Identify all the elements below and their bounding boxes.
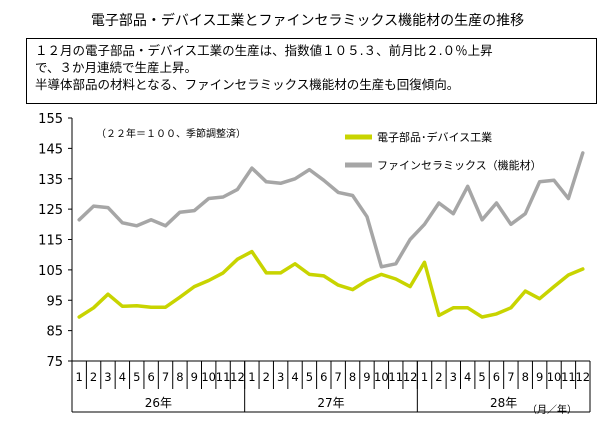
- x-tick-label: 8: [176, 370, 183, 384]
- x-tick-label: 1: [76, 370, 83, 384]
- series-line-ceramics: [77, 151, 585, 269]
- x-tick-label: 3: [277, 370, 284, 384]
- page-title: 電子部品・デバイス工業とファインセラミックス機能材の生産の推移: [90, 13, 525, 29]
- x-tick-label: 7: [507, 370, 514, 384]
- y-tick-label: 155: [38, 112, 63, 127]
- x-tick-label: 4: [291, 370, 298, 384]
- x-tick-label: 9: [191, 370, 198, 384]
- x-tick-label: 5: [306, 370, 313, 384]
- x-tick-label: 2: [90, 370, 97, 384]
- y-tick-label: 75: [46, 355, 63, 370]
- legend-label-electronics: 電子部品･デバイス工業: [377, 130, 492, 144]
- x-tick-label: 10: [201, 370, 216, 384]
- year-label: 28年: [490, 396, 517, 410]
- y-tick-label: 85: [46, 325, 63, 340]
- legend-label-ceramics: ファインセラミックス（機能材）: [377, 158, 542, 172]
- y-tick-label: 125: [38, 203, 63, 218]
- axes: [68, 117, 591, 413]
- summary-box: １２月の電子部品・デバイス工業の生産は、指数値１０５.３、前月比２.０％上昇 で…: [26, 38, 597, 104]
- x-tick-label: 6: [320, 370, 327, 384]
- x-tick-label: 11: [216, 370, 231, 384]
- x-tick-label: 6: [147, 370, 154, 384]
- series-lines: [77, 151, 585, 319]
- x-tick-label: 12: [230, 370, 245, 384]
- x-tick-label: 10: [547, 370, 562, 384]
- x-tick-label: 8: [522, 370, 529, 384]
- x-tick-label: 7: [162, 370, 169, 384]
- x-tick-label: 1: [421, 370, 428, 384]
- y-tick-label: 95: [46, 294, 63, 309]
- x-tick-label: 11: [388, 370, 403, 384]
- x-tick-label: 5: [133, 370, 140, 384]
- x-tick-label: 2: [263, 370, 270, 384]
- x-tick-label: 11: [561, 370, 576, 384]
- summary-line-1: １２月の電子部品・デバイス工業の生産は、指数値１０５.３、前月比２.０％上昇: [35, 43, 493, 58]
- y-tick-label: 105: [38, 264, 63, 279]
- year-label: 27年: [317, 396, 344, 410]
- x-tick-label: 2: [435, 370, 442, 384]
- legend: 電子部品･デバイス工業 ファインセラミックス（機能材）: [345, 130, 542, 172]
- y-tick-label: 135: [38, 173, 63, 188]
- x-tick-label: 8: [349, 370, 356, 384]
- chart-note: （２２年＝１００、季節調整済）: [96, 127, 246, 140]
- x-tick-label: 12: [575, 370, 590, 384]
- x-tick-label: 7: [335, 370, 342, 384]
- x-tick-label: 3: [104, 370, 111, 384]
- x-tick-label: 5: [478, 370, 485, 384]
- y-tick-label: 145: [38, 142, 63, 157]
- x-tick-label: 9: [363, 370, 370, 384]
- x-tick-label: 6: [493, 370, 500, 384]
- axis-unit-label: （月／年）: [527, 403, 577, 416]
- year-label: 26年: [145, 396, 172, 410]
- x-tick-label: 4: [119, 370, 126, 384]
- summary-line-3: 半導体部品の材料となる、ファインセラミックス機能材の生産も回復傾向。: [35, 77, 460, 92]
- x-tick-label: 4: [464, 370, 471, 384]
- x-tick-label: 3: [450, 370, 457, 384]
- y-tick-label: 115: [38, 234, 63, 249]
- x-tick-label: 1: [248, 370, 255, 384]
- x-tick-label: 9: [536, 370, 543, 384]
- summary-line-2: で、３か月連続で生産上昇。: [35, 60, 198, 75]
- x-tick-label: 10: [374, 370, 389, 384]
- x-tick-label: 12: [403, 370, 418, 384]
- series-line-electronics: [77, 249, 585, 319]
